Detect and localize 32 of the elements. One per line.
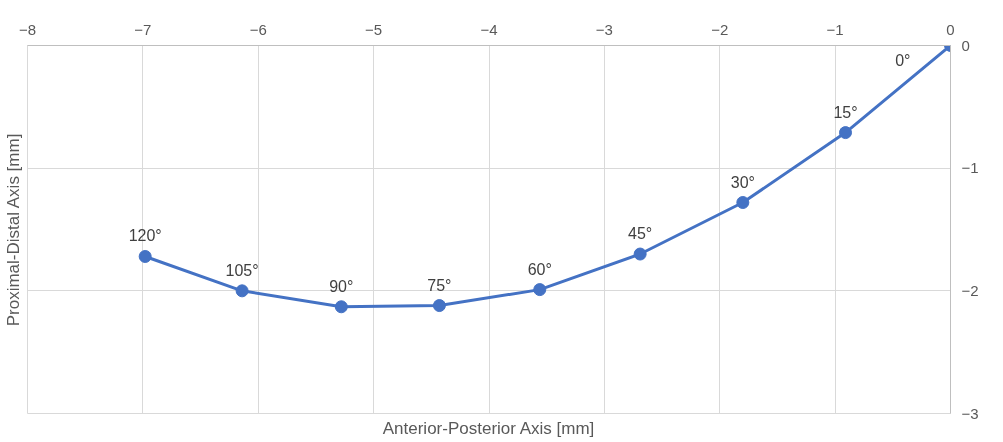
annotation: 60° bbox=[527, 260, 552, 278]
point bbox=[432, 299, 446, 313]
x-tick-label: −6 bbox=[249, 20, 267, 38]
point bbox=[633, 247, 647, 261]
x-tick-label: −5 bbox=[365, 20, 383, 38]
point bbox=[138, 250, 152, 263]
point bbox=[736, 196, 750, 209]
annotation: 0° bbox=[895, 51, 911, 69]
annotation: 105° bbox=[225, 261, 259, 279]
x-tick-label: −2 bbox=[711, 20, 729, 38]
point bbox=[839, 126, 853, 140]
x-tick-label: −7 bbox=[134, 20, 152, 38]
y-tick-label: −2 bbox=[961, 281, 979, 299]
point bbox=[334, 300, 348, 314]
y-tick-label: 0 bbox=[961, 36, 970, 54]
x-tick-label: −3 bbox=[595, 20, 613, 38]
x-tick-label: 0 bbox=[946, 20, 955, 38]
y-tick-label: −1 bbox=[961, 159, 979, 177]
y-axis-title: Proximal-Distal Axis [mm] bbox=[3, 133, 23, 327]
annotation: 75° bbox=[427, 276, 452, 294]
annotation: 90° bbox=[329, 277, 354, 295]
point bbox=[533, 283, 547, 297]
x-tick-label: −8 bbox=[18, 20, 37, 38]
annotation: 120° bbox=[128, 227, 162, 245]
x-axis-title: Anterior-Posterior Axis [mm] bbox=[382, 418, 595, 438]
annotation: 45° bbox=[628, 225, 653, 243]
annotation: 30° bbox=[730, 173, 755, 191]
y-tick-label: −3 bbox=[961, 404, 979, 422]
x-tick-label: −4 bbox=[480, 20, 498, 38]
x-tick-label: −1 bbox=[826, 20, 844, 38]
point bbox=[235, 284, 249, 298]
annotation: 15° bbox=[833, 103, 858, 121]
